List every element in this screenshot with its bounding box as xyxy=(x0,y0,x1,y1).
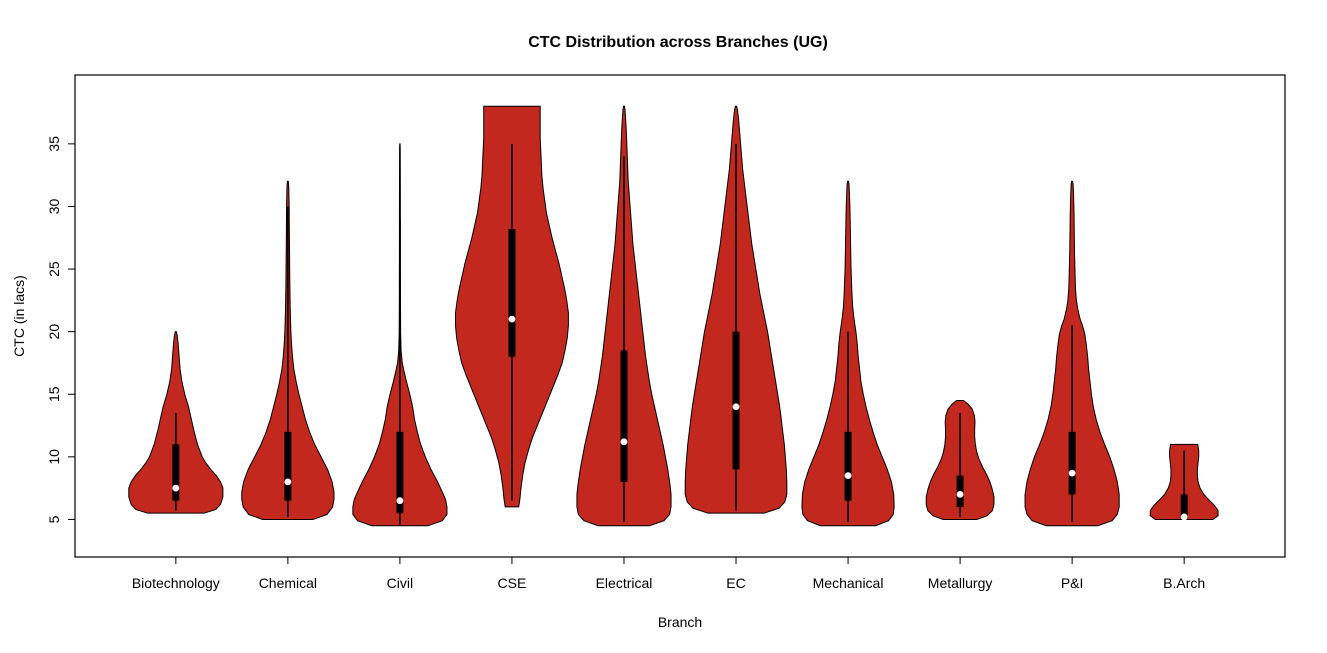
y-tick-label: 30 xyxy=(46,198,62,214)
chart-title: CTC Distribution across Branches (UG) xyxy=(528,34,828,51)
box-electrical xyxy=(620,350,628,482)
x-tick-label-ec: EC xyxy=(726,575,745,591)
box-ec xyxy=(732,331,740,470)
median-dot-civil xyxy=(396,497,404,505)
y-tick-label: 5 xyxy=(46,515,62,523)
median-dot-ec xyxy=(732,403,740,411)
median-dot-cse xyxy=(508,315,516,323)
y-tick-label: 10 xyxy=(46,449,62,465)
box-civil xyxy=(396,431,404,514)
y-tick-label: 25 xyxy=(46,261,62,277)
x-tick-label-p-i: P&I xyxy=(1061,575,1084,591)
y-tick-label: 15 xyxy=(46,386,62,402)
median-dot-biotechnology xyxy=(172,484,180,492)
x-tick-label-civil: Civil xyxy=(387,575,413,591)
y-axis-label: CTC (in lacs) xyxy=(11,275,27,357)
plot-area: 5 10 15 20 25 30 35 Biotechnology Chemical Civil C… xyxy=(46,74,1286,591)
median-dot-b-arch xyxy=(1180,513,1188,521)
x-tick-label-electrical: Electrical xyxy=(596,575,653,591)
y-tick-label: 35 xyxy=(46,136,62,152)
x-axis-label: Branch xyxy=(658,614,702,630)
y-tick-label: 20 xyxy=(46,324,62,340)
median-dot-metallurgy xyxy=(956,491,964,498)
box-mechanical xyxy=(844,431,852,501)
box-cse xyxy=(508,228,516,357)
plot-border xyxy=(74,74,1286,558)
x-tick-label-biotechnology: Biotechnology xyxy=(132,575,220,591)
x-tick-label-cse: CSE xyxy=(498,575,527,591)
median-dot-p-i xyxy=(1068,469,1076,477)
box-p-i xyxy=(1068,431,1076,495)
x-tick-label-mechanical: Mechanical xyxy=(813,575,884,591)
median-dot-electrical xyxy=(620,438,628,446)
median-dot-chemical xyxy=(284,478,292,486)
x-tick-label-chemical: Chemical xyxy=(259,575,317,591)
box-biotechnology xyxy=(172,444,180,501)
box-b-arch xyxy=(1180,494,1188,520)
box-chemical xyxy=(284,431,292,501)
x-tick-label-b-arch: B.Arch xyxy=(1163,575,1205,591)
x-tick-label-metallurgy: Metallurgy xyxy=(928,575,993,591)
median-dot-mechanical xyxy=(844,472,852,480)
